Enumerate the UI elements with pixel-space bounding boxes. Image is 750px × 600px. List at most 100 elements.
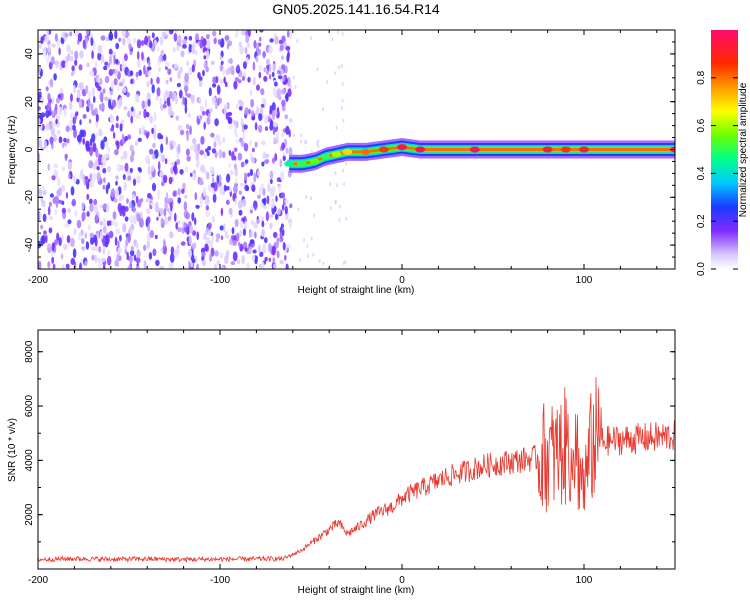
noise-speck [200, 135, 205, 145]
noise-speck [253, 221, 258, 229]
noise-speck [91, 109, 96, 116]
noise-speck [340, 64, 343, 69]
noise-speck [272, 127, 276, 135]
noise-speck [130, 115, 134, 124]
noise-speck [273, 263, 277, 269]
noise-speck [86, 211, 90, 217]
noise-speck [135, 256, 141, 264]
noise-speck [306, 253, 309, 258]
noise-speck [274, 153, 278, 162]
noise-speck [98, 128, 103, 137]
noise-speck [138, 69, 142, 77]
noise-speck [241, 76, 245, 81]
noise-speck [161, 31, 167, 37]
noise-speck [188, 235, 192, 245]
noise-speck [236, 232, 240, 242]
noise-speck [61, 166, 66, 172]
noise-speck [231, 151, 235, 161]
noise-speck [165, 136, 168, 146]
noise-speck [72, 175, 77, 184]
noise-speck [49, 136, 54, 144]
noise-speck [113, 78, 118, 86]
noise-speck [345, 161, 348, 166]
noise-speck [100, 102, 105, 113]
noise-speck [316, 141, 318, 146]
noise-speck [127, 175, 132, 181]
noise-speck [285, 147, 289, 154]
noise-speck [252, 249, 257, 254]
noise-speck [166, 97, 171, 106]
noise-speck [140, 40, 145, 46]
noise-speck [285, 45, 291, 51]
noise-speck [343, 182, 346, 186]
noise-speck [281, 64, 286, 70]
noise-speck [204, 98, 208, 109]
y-tick-label: 20 [24, 96, 35, 108]
noise-speck [95, 113, 99, 123]
noise-speck [224, 81, 228, 88]
noise-speck [224, 230, 228, 239]
noise-speck [81, 202, 85, 210]
noise-speck [92, 40, 96, 51]
noise-speck [127, 265, 131, 269]
noise-speck [170, 201, 173, 212]
noise-speck [40, 224, 44, 230]
noise-speck [272, 86, 277, 97]
noise-speck [115, 42, 120, 50]
noise-speck [284, 205, 288, 215]
x-tick-label: 0 [399, 275, 405, 286]
noise-speck [139, 218, 144, 228]
noise-speck [186, 60, 189, 67]
noise-speck [52, 263, 56, 269]
noise-speck [251, 254, 256, 261]
noise-speck [251, 116, 256, 121]
noise-speck [207, 222, 212, 230]
noise-speck [126, 37, 132, 44]
noise-speck [51, 110, 55, 117]
noise-speck [113, 220, 118, 226]
noise-speck [317, 144, 320, 149]
noise-speck [86, 145, 91, 152]
noise-speck [296, 38, 299, 43]
x-tick-label: 100 [576, 275, 593, 286]
noise-speck [72, 248, 77, 259]
noise-speck [326, 79, 329, 84]
noise-speck [169, 231, 174, 239]
noise-speck [135, 241, 139, 250]
noise-speck [278, 95, 282, 101]
noise-speck [277, 75, 283, 80]
noise-speck [51, 96, 55, 105]
noise-speck [202, 69, 205, 77]
noise-speck [274, 35, 279, 45]
noise-speck [145, 208, 149, 214]
noise-speck [81, 238, 85, 245]
noise-speck [129, 215, 135, 224]
noise-speck [121, 30, 126, 38]
noise-speck [186, 123, 190, 130]
noise-speck [51, 175, 56, 181]
noise-speck [261, 229, 265, 238]
noise-speck [247, 172, 251, 177]
noise-speck [136, 265, 140, 269]
noise-speck [180, 241, 186, 246]
noise-speck [197, 143, 201, 152]
noise-speck [228, 163, 232, 168]
noise-speck [217, 181, 222, 187]
noise-speck [39, 212, 43, 218]
noise-speck [103, 225, 107, 234]
noise-speck [223, 184, 227, 192]
noise-speck [159, 207, 164, 216]
noise-speck [228, 66, 231, 76]
ridge-point [342, 148, 353, 155]
noise-speck [251, 156, 255, 164]
noise-speck [342, 168, 344, 173]
noise-speck [212, 76, 217, 84]
noise-speck [165, 61, 170, 68]
noise-speck [147, 99, 151, 107]
noise-speck [97, 44, 103, 54]
noise-speck [122, 37, 126, 46]
noise-speck [137, 137, 142, 142]
noise-speck [168, 263, 172, 269]
noise-speck [181, 188, 185, 194]
noise-speck [109, 55, 112, 66]
